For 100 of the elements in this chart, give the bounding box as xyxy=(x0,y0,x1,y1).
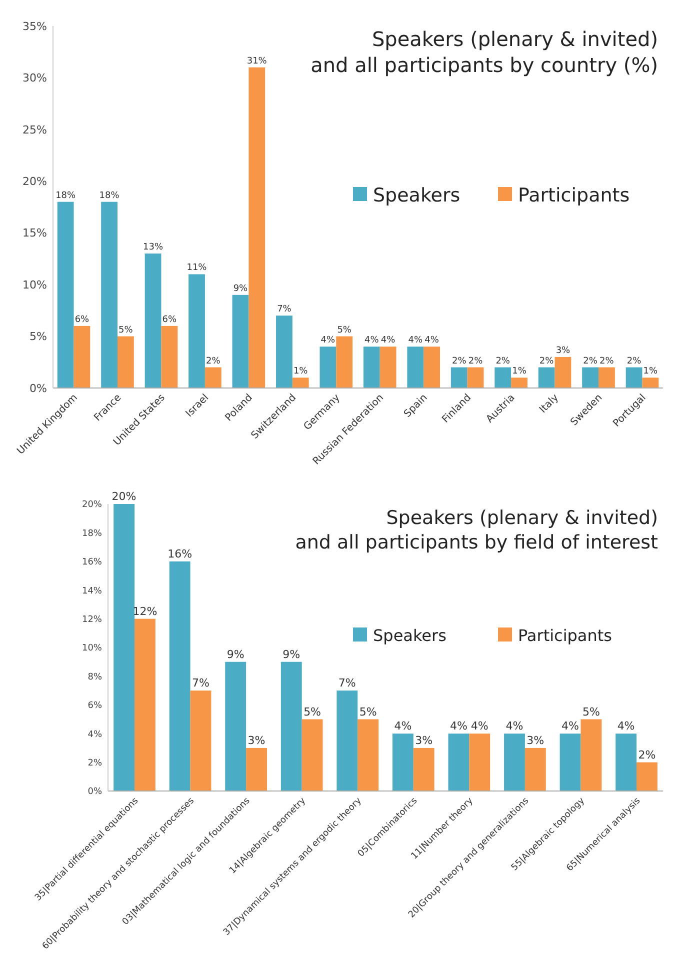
data-label: 2% xyxy=(638,748,656,762)
data-label: 2% xyxy=(468,356,484,366)
bar xyxy=(626,367,642,388)
data-label: 4% xyxy=(470,720,488,733)
y-tick-label: 0% xyxy=(88,787,102,798)
data-label: 16% xyxy=(168,547,192,560)
data-label: 2% xyxy=(452,356,467,366)
bar xyxy=(292,378,309,388)
data-label: 4% xyxy=(364,336,380,346)
bar xyxy=(114,504,134,791)
bar xyxy=(134,618,156,791)
y-tick-label: 6% xyxy=(88,701,102,712)
bar xyxy=(248,67,266,388)
y-tick-label: 12% xyxy=(82,614,102,625)
data-label: 9% xyxy=(233,284,248,294)
y-tick-label: 10% xyxy=(82,644,102,654)
data-label: 6% xyxy=(74,314,90,325)
bar xyxy=(392,734,414,791)
legend-label: Participants xyxy=(518,626,612,646)
bar xyxy=(494,367,512,388)
data-label: 31% xyxy=(246,56,268,66)
legend-label: Participants xyxy=(518,184,630,207)
data-label: 13% xyxy=(143,242,164,253)
bar xyxy=(582,367,598,388)
data-label: 5% xyxy=(359,705,377,718)
bar xyxy=(101,202,118,388)
data-label: 4% xyxy=(394,720,412,733)
data-label: 9% xyxy=(282,648,300,661)
data-label: 7% xyxy=(277,304,292,315)
data-label: 3% xyxy=(248,734,266,747)
y-tick-label: 14% xyxy=(82,586,102,596)
bar xyxy=(336,690,358,791)
bar xyxy=(598,367,615,388)
bar xyxy=(232,294,249,388)
bar xyxy=(188,274,205,388)
y-tick-label: 20% xyxy=(22,174,47,188)
bar xyxy=(190,690,212,791)
data-label: 4% xyxy=(450,720,468,733)
data-label: 5% xyxy=(337,325,352,336)
data-label: 5% xyxy=(118,325,134,336)
bar xyxy=(118,336,134,388)
legend-label: Speakers xyxy=(373,626,446,646)
data-label: 3% xyxy=(556,346,571,356)
data-label: 4% xyxy=(408,336,423,346)
data-label: 11% xyxy=(186,263,208,274)
bar xyxy=(320,346,336,388)
data-label: 1% xyxy=(512,366,527,377)
bar xyxy=(280,662,302,791)
bar xyxy=(204,367,222,388)
bar xyxy=(560,734,581,791)
data-label: 4% xyxy=(320,336,336,346)
data-label: 7% xyxy=(338,676,356,690)
data-label: 4% xyxy=(617,720,635,733)
data-label: 18% xyxy=(99,190,120,201)
bar xyxy=(225,662,246,791)
bar xyxy=(642,378,659,388)
data-label: 4% xyxy=(562,720,579,733)
data-label: 5% xyxy=(582,705,600,718)
data-label: 2% xyxy=(496,356,510,366)
y-tick-label: 8% xyxy=(88,672,102,682)
data-label: 6% xyxy=(162,314,178,325)
y-tick-label: 15% xyxy=(22,226,47,240)
bar xyxy=(524,748,546,791)
y-tick-label: 30% xyxy=(22,72,47,85)
data-label: 2% xyxy=(600,356,614,366)
bar xyxy=(424,346,440,388)
bar xyxy=(302,719,323,791)
y-tick-label: 2% xyxy=(88,758,102,768)
bar xyxy=(538,367,555,388)
text: Speakers (plenary & invited) and all participants by field of interest xyxy=(295,507,658,554)
bar xyxy=(336,336,353,388)
data-label: 1% xyxy=(293,366,308,377)
bar xyxy=(580,719,602,791)
data-label: 3% xyxy=(526,734,544,747)
bar xyxy=(450,367,468,388)
y-tick-label: 0% xyxy=(30,382,47,395)
data-label: 20% xyxy=(112,490,136,503)
data-label: 2% xyxy=(539,356,554,366)
data-label: 2% xyxy=(626,356,642,366)
bar xyxy=(363,346,380,388)
bar xyxy=(616,734,637,791)
y-tick-label: 35% xyxy=(22,20,47,33)
bar xyxy=(407,346,424,388)
bar xyxy=(246,748,267,791)
bar xyxy=(448,734,470,791)
bar xyxy=(74,326,90,388)
bar xyxy=(467,367,484,388)
data-label: 1% xyxy=(643,366,658,377)
y-tick-label: 5% xyxy=(30,330,47,344)
y-tick-label: 16% xyxy=(82,558,102,568)
bar xyxy=(144,254,162,388)
data-label: 3% xyxy=(415,734,433,747)
bar xyxy=(511,378,528,388)
data-label: 9% xyxy=(226,648,244,661)
data-label: 4% xyxy=(380,336,396,346)
bar xyxy=(161,326,178,388)
y-tick-label: 10% xyxy=(22,278,47,292)
bar xyxy=(57,202,74,388)
bar xyxy=(358,719,379,791)
bar xyxy=(276,316,292,388)
